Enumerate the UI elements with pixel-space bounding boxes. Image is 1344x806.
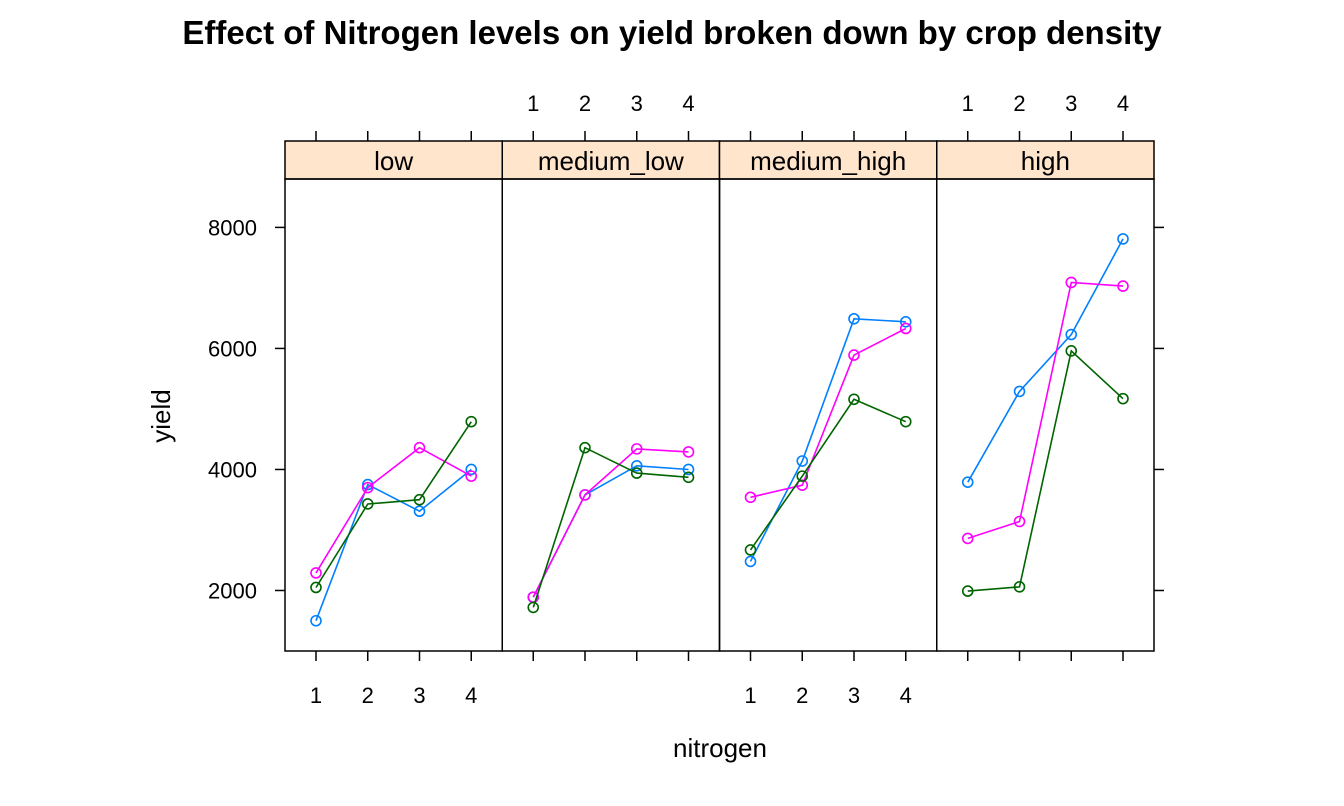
- data-point-low-2-1: [361, 498, 374, 510]
- data-point-high-2-2: [1065, 345, 1078, 357]
- y-tick-label: 6000: [208, 336, 257, 361]
- data-point-low-1-0: [310, 567, 322, 579]
- data-point-medium_high-0-2: [848, 312, 860, 325]
- series-line-medium_low-0: [532, 464, 689, 598]
- x-tick-label-bottom: 4: [900, 683, 912, 708]
- data-point-low-2-0: [310, 581, 322, 594]
- series-line-medium_high-1: [750, 327, 907, 499]
- y-tick-label: 2000: [208, 578, 257, 603]
- data-point-high-0-0: [961, 476, 974, 488]
- panel-frame-medium_high: [718, 178, 938, 652]
- data-point-low-0-0: [310, 614, 322, 627]
- x-tick-label-top: 3: [1065, 91, 1077, 116]
- series-line-medium_high-0: [749, 317, 906, 562]
- data-point-high-0-3: [1117, 233, 1129, 245]
- data-point-medium_high-2-3: [899, 415, 912, 428]
- data-point-low-0-3: [465, 463, 478, 476]
- x-tick-label-top: 3: [631, 91, 643, 116]
- x-axis-label: nitrogen: [673, 733, 767, 763]
- strip-label-medium_high: medium_high: [750, 146, 906, 176]
- data-point-high-0-1: [1013, 385, 1026, 398]
- data-point-medium_high-0-0: [744, 555, 757, 568]
- series-line-low-0: [315, 468, 472, 621]
- data-point-high-2-3: [1117, 392, 1129, 405]
- x-tick-label-bottom: 2: [362, 683, 374, 708]
- x-tick-label-top: 2: [1013, 91, 1025, 116]
- series-line-high-2: [967, 349, 1124, 592]
- series-line-low-2: [315, 421, 472, 588]
- data-point-high-0-2: [1065, 328, 1078, 341]
- data-point-medium_low-1-3: [682, 446, 695, 458]
- panel-frame-low: [284, 178, 503, 652]
- chart-title: Effect of Nitrogen levels on yield broke…: [182, 14, 1162, 51]
- data-point-medium_low-2-2: [630, 467, 643, 479]
- data-point-low-2-3: [465, 415, 478, 428]
- panel-frame-high: [936, 178, 1155, 652]
- data-point-high-1-0: [961, 532, 974, 545]
- strip-label-low: low: [374, 146, 413, 176]
- data-point-medium_high-1-3: [899, 322, 912, 335]
- data-point-medium_low-2-1: [579, 441, 591, 454]
- data-point-medium_low-0-3: [682, 463, 695, 476]
- series-line-medium_high-2: [749, 398, 907, 551]
- x-tick-label-bottom: 4: [465, 683, 477, 708]
- strip-high: [936, 140, 1155, 180]
- data-point-medium_high-1-2: [848, 349, 860, 361]
- plot-layer: low 1 2 3 4 medium_low 1 2 3 4 medium_high 1 2 3 4 high…: [208, 91, 1164, 708]
- x-tick-label-top: 4: [1117, 91, 1129, 116]
- data-point-medium_low-1-2: [630, 443, 643, 455]
- data-point-high-1-3: [1117, 280, 1129, 292]
- strip-low: [284, 140, 503, 180]
- data-point-low-2-2: [413, 493, 426, 506]
- panel-frame-medium_low: [501, 178, 721, 652]
- data-point-medium_low-0-2: [630, 460, 643, 472]
- x-tick-label-top: 2: [579, 91, 591, 116]
- data-point-medium_low-1-1: [579, 489, 591, 501]
- data-point-medium_high-1-0: [744, 491, 757, 504]
- x-tick-label-top: 4: [682, 91, 694, 116]
- series-line-high-0: [967, 238, 1124, 483]
- series-line-high-1: [967, 281, 1124, 540]
- data-point-low-1-2: [413, 441, 426, 454]
- y-axis-label: yield: [146, 389, 176, 442]
- data-point-high-1-1: [1013, 515, 1026, 528]
- strip-medium_high: [718, 140, 938, 180]
- strip-label-medium_low: medium_low: [538, 146, 684, 176]
- data-point-medium_high-0-1: [796, 455, 809, 467]
- data-point-high-2-0: [961, 585, 974, 597]
- x-tick-label-top: 1: [962, 91, 974, 116]
- x-tick-label-bottom: 3: [413, 683, 425, 708]
- data-point-low-1-1: [361, 481, 374, 494]
- data-point-medium_low-2-0: [527, 601, 540, 614]
- data-point-medium_high-2-1: [796, 470, 809, 482]
- data-point-high-2-1: [1013, 581, 1026, 593]
- strip-medium_low: [501, 140, 721, 180]
- y-tick-label: 8000: [208, 215, 257, 240]
- x-tick-label-bottom: 3: [848, 683, 860, 708]
- data-point-medium_low-2-3: [682, 471, 695, 484]
- x-tick-label-top: 1: [527, 91, 539, 116]
- y-tick-label: 4000: [208, 457, 257, 482]
- data-point-medium_high-1-1: [796, 479, 809, 491]
- data-point-medium_high-2-0: [744, 544, 757, 556]
- series-line-low-1: [315, 446, 472, 574]
- series-line-medium_low-2: [532, 446, 689, 608]
- x-tick-label-bottom: 1: [744, 683, 756, 708]
- series-line-medium_low-1: [532, 448, 689, 598]
- strip-label-high: high: [1021, 146, 1070, 176]
- data-point-medium_high-2-2: [848, 393, 860, 406]
- data-point-low-1-3: [465, 470, 478, 482]
- x-tick-label-bottom: 2: [796, 683, 808, 708]
- data-point-high-1-2: [1065, 276, 1078, 289]
- data-point-low-0-2: [413, 505, 426, 518]
- x-tick-label-bottom: 1: [310, 683, 322, 708]
- data-point-medium_high-0-3: [899, 316, 912, 328]
